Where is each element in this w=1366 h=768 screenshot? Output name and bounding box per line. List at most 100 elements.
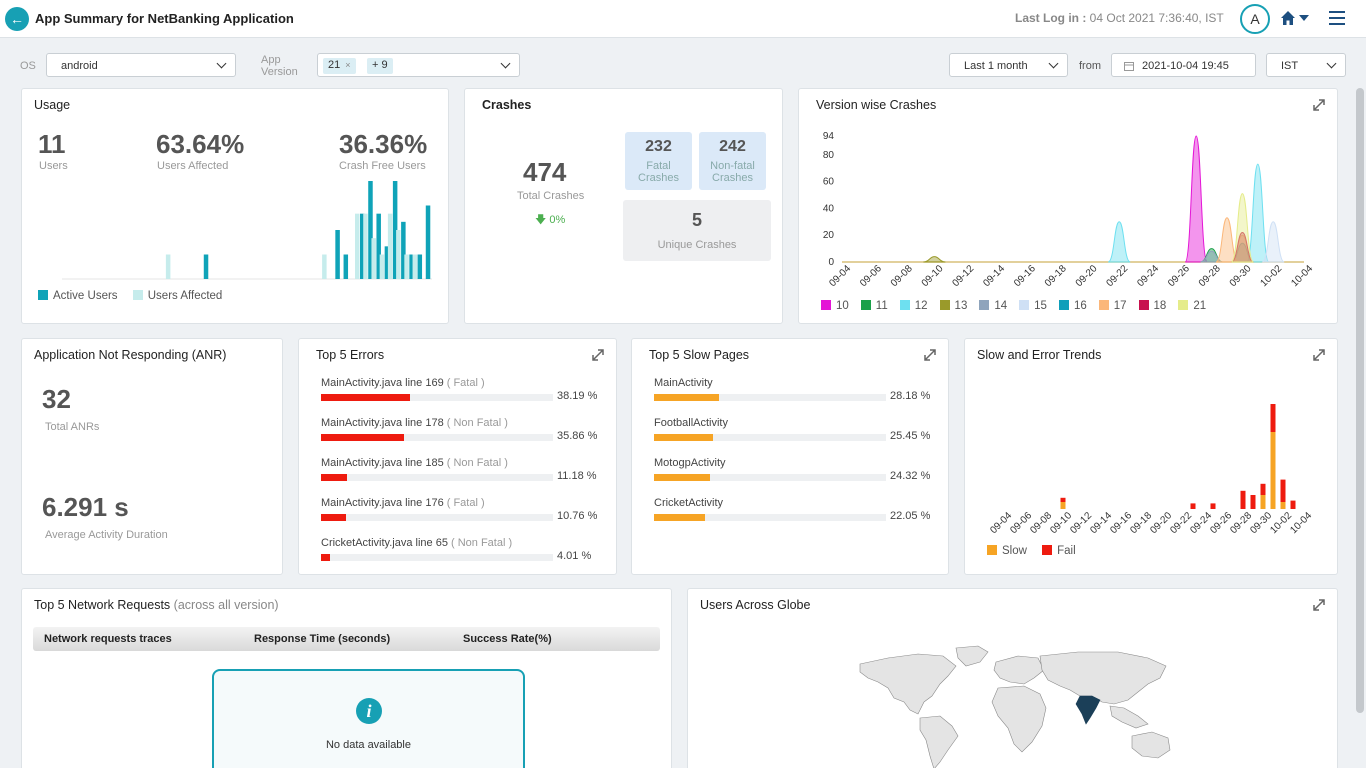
remove-chip-icon[interactable]: × — [345, 60, 351, 70]
expand-icon[interactable] — [924, 349, 936, 361]
progress-track — [654, 474, 886, 481]
timezone-value: IST — [1281, 60, 1299, 72]
legend-version-21[interactable]: 21 — [1178, 300, 1206, 312]
map-india-highlighted — [1075, 695, 1101, 725]
page-scrollbar[interactable] — [1356, 88, 1364, 713]
legend-swatch — [1138, 300, 1149, 310]
legend-active-users[interactable]: Active Users — [38, 290, 118, 302]
x-tick-label: 09-12 — [1068, 510, 1094, 536]
legend-version-14[interactable]: 14 — [979, 300, 1007, 312]
list-item-label[interactable]: CricketActivity — [654, 497, 723, 509]
item-type: ( Fatal ) — [443, 497, 485, 509]
unique-count: 5 — [691, 210, 702, 230]
legend-version-12[interactable]: 12 — [899, 300, 928, 312]
network-subtitle: (across all version) — [173, 598, 279, 612]
version-chip[interactable]: 21 × — [323, 58, 356, 74]
list-item-label[interactable]: CricketActivity.java line 65 ( Non Fatal… — [321, 537, 512, 549]
item-percentage: 22.05 % — [890, 510, 931, 522]
series-12-area — [1107, 221, 1131, 263]
list-item-label[interactable]: MainActivity.java line 176 ( Fatal ) — [321, 497, 485, 509]
legend-version-15[interactable]: 15 — [1019, 300, 1047, 312]
crashes-title: Crashes — [482, 98, 532, 112]
unique-crashes-box[interactable]: 5 Unique Crashes — [623, 200, 771, 261]
item-percentage: 4.01 % — [557, 550, 592, 562]
nonfatal-crashes-box[interactable]: 242 Non-fatal Crashes — [699, 132, 766, 190]
col-traces[interactable]: Network requests traces — [44, 633, 172, 645]
progress-fill — [321, 474, 347, 481]
users-label: Users — [39, 160, 68, 172]
expand-icon[interactable] — [1313, 349, 1325, 361]
usage-bar-active — [401, 221, 406, 279]
col-response-time[interactable]: Response Time (seconds) — [254, 633, 391, 645]
trend-bar-fail — [1060, 497, 1066, 502]
progress-fill — [321, 554, 331, 561]
legend-version-11[interactable]: 11 — [860, 300, 888, 312]
top-errors-card: Top 5 Errors MainActivity.java line 169 … — [298, 338, 617, 575]
legend-version-17[interactable]: 17 — [1098, 300, 1127, 312]
x-tick-label: 09-14 — [981, 263, 1007, 289]
usage-card: Usage 11 Users 63.64% Users Affected 36.… — [21, 88, 449, 324]
expand-icon[interactable] — [592, 349, 604, 361]
map-greenland — [955, 645, 989, 667]
list-item-label[interactable]: MainActivity.java line 178 ( Non Fatal ) — [321, 417, 508, 429]
x-tick-label: 09-16 — [1012, 263, 1038, 289]
usage-bar-affected — [412, 254, 418, 279]
list-item-label[interactable]: MotogpActivity — [654, 457, 726, 469]
legend-swatch — [860, 300, 871, 310]
total-crashes-label: Total Crashes — [517, 190, 585, 202]
usage-bar-active — [376, 213, 381, 279]
legend-version-13[interactable]: 13 — [939, 300, 967, 312]
chevron-down-icon[interactable] — [1299, 15, 1309, 21]
globe-title: Users Across Globe — [700, 598, 811, 612]
version-more-chip[interactable]: + 9 — [367, 58, 393, 74]
fatal-crashes-box[interactable]: 232 Fatal Crashes — [625, 132, 692, 190]
item-name: MainActivity.java line 176 — [321, 497, 444, 509]
usage-bar-affected — [371, 238, 376, 279]
list-item-label[interactable]: MainActivity.java line 185 ( Non Fatal ) — [321, 457, 508, 469]
series-18-area — [1231, 232, 1254, 263]
chevron-down-icon — [500, 58, 511, 69]
legend-slow-label: Slow — [1002, 545, 1027, 557]
series-13-area — [923, 256, 946, 263]
os-select[interactable]: android — [46, 53, 236, 77]
hamburger-menu-icon[interactable] — [1329, 11, 1345, 25]
version-crashes-title: Version wise Crashes — [816, 98, 937, 112]
back-arrow-icon[interactable]: ← — [5, 7, 29, 31]
world-map[interactable] — [848, 644, 1188, 768]
x-tick-label: 09-04 — [988, 510, 1014, 536]
legend-version-18[interactable]: 18 — [1138, 300, 1166, 312]
avg-activity-label: Average Activity Duration — [45, 529, 168, 541]
from-date-input[interactable]: 2021-10-04 19:45 — [1111, 53, 1256, 77]
date-range-select[interactable]: Last 1 month — [949, 53, 1068, 77]
legend-version-16[interactable]: 16 — [1058, 300, 1087, 312]
trends-card: Slow and Error Trends 09-04 09-06 09-08 09-… — [964, 338, 1338, 575]
legend-slow[interactable]: Slow — [987, 545, 1027, 557]
item-percentage: 11.18 % — [557, 470, 597, 482]
y-tick-label: 94 — [823, 131, 835, 142]
avatar[interactable]: A — [1240, 4, 1270, 34]
expand-icon[interactable] — [1313, 99, 1325, 111]
fatal-count: 232 — [645, 138, 672, 155]
crash-trend: 🡇 0% — [535, 211, 565, 230]
trend-bar-fail — [1190, 503, 1196, 509]
usage-bar-affected — [165, 254, 171, 279]
legend-fail[interactable]: Fail — [1042, 545, 1076, 557]
expand-icon[interactable] — [1313, 599, 1325, 611]
chevron-down-icon — [1048, 58, 1059, 69]
home-icon[interactable] — [1280, 10, 1296, 26]
users-affected-label: Users Affected — [157, 160, 229, 172]
item-type: ( Fatal ) — [443, 377, 485, 389]
list-item-label[interactable]: FootballActivity — [654, 417, 728, 429]
col-success-rate[interactable]: Success Rate(%) — [463, 633, 552, 645]
legend-users-affected[interactable]: Users Affected — [132, 290, 222, 302]
os-label: OS — [20, 60, 36, 72]
timezone-select[interactable]: IST — [1266, 53, 1346, 77]
y-tick-label: 20 — [823, 230, 835, 241]
last-login-info: Last Log in : 04 Oct 2021 7:36:40, IST — [1015, 11, 1224, 25]
legend-version-10[interactable]: 10 — [821, 300, 849, 312]
x-tick-label: 09-08 — [1028, 510, 1054, 536]
app-version-select[interactable]: 21 × + 9 — [317, 53, 520, 77]
list-item-label[interactable]: MainActivity.java line 169 ( Fatal ) — [321, 377, 485, 389]
x-tick-label: 09-10 — [920, 263, 946, 289]
list-item-label[interactable]: MainActivity — [654, 377, 713, 389]
